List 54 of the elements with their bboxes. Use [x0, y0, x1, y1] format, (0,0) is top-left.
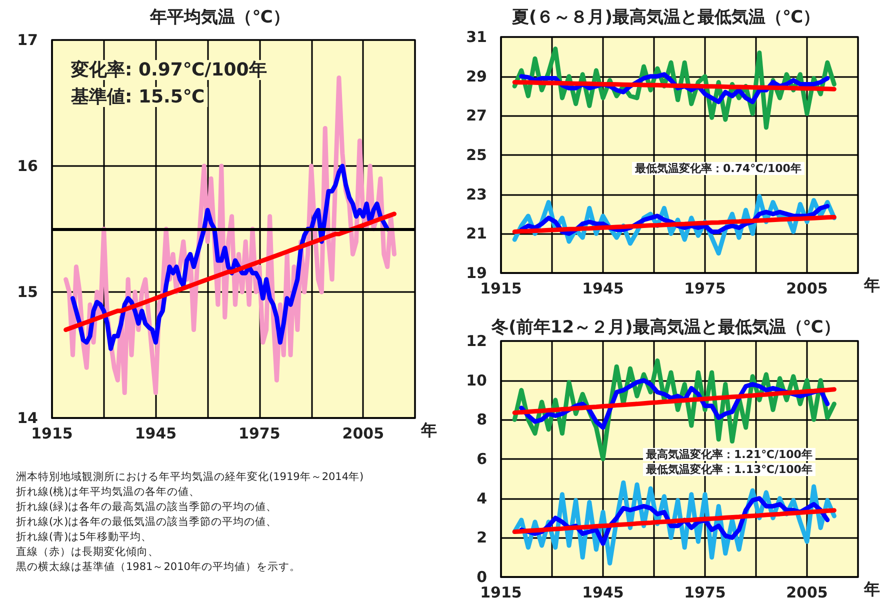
line-series — [512, 80, 836, 92]
x-tick-label: 1945 — [582, 584, 624, 602]
x-axis-title: 年 — [420, 420, 437, 440]
y-tick-label: 31 — [466, 28, 487, 46]
x-tick-label: 1945 — [134, 424, 177, 442]
line-series — [64, 212, 397, 332]
text: 直線（赤）は長期変化傾向、 — [16, 545, 160, 560]
y-tick-label: 25 — [466, 146, 487, 164]
y-tick-label: 8 — [476, 410, 487, 429]
x-tick-label: 1915 — [480, 584, 522, 602]
text: 折れ線(水)は各年の最低気温の該当季節の平均の値、 — [16, 515, 278, 530]
y-tick-label: 10 — [466, 371, 487, 390]
text: 洲本特別地域観測所における年平均気温の経年変化(1919年～2014年) — [16, 470, 365, 485]
text: 折れ線(緑)は各年の最高気温の該当季節の平均の値、 — [16, 500, 278, 515]
y-tick-label: 16 — [17, 157, 38, 175]
chart-title: 年平均気温（℃） — [149, 8, 290, 28]
x-tick-label: 1975 — [238, 424, 280, 442]
x-axis-title: 年 — [863, 276, 880, 294]
y-tick-label: 17 — [17, 31, 38, 49]
annotation: 最低気温変化率：1.13℃/100年 — [645, 463, 812, 476]
y-tick-label: 19 — [466, 264, 487, 282]
y-tick-label: 12 — [466, 332, 487, 350]
y-tick-label: 0 — [476, 568, 487, 586]
x-tick-label: 2005 — [786, 280, 828, 298]
y-tick-label: 29 — [466, 67, 487, 86]
line-series — [512, 508, 836, 534]
chart-title: 夏(６～８月)最高気温と最低気温（℃） — [510, 8, 820, 28]
y-tick-label: 14 — [17, 409, 38, 427]
y-tick-label: 4 — [476, 489, 487, 508]
line-series — [512, 214, 836, 234]
y-tick-label: 6 — [476, 450, 487, 468]
x-tick-label: 1945 — [582, 280, 624, 298]
line-series — [512, 387, 836, 416]
y-tick-label: 23 — [466, 185, 487, 204]
x-tick-label: 1915 — [31, 424, 73, 442]
annotation: 変化率: 0.97℃/100年 — [70, 60, 267, 80]
text: 折れ線(青)は5年移動平均、 — [16, 530, 153, 545]
x-axis-title: 年 — [863, 580, 880, 598]
x-tick-label: 1915 — [480, 280, 522, 298]
x-tick-label: 2005 — [786, 584, 828, 602]
y-tick-label: 21 — [466, 224, 487, 243]
text: 黒の横太線は基準値（1981～2010年の平均値）を示す。 — [16, 560, 302, 575]
annotation: 最高気温変化率：1.21℃/100年 — [645, 448, 812, 461]
y-tick-label: 15 — [17, 283, 38, 301]
chart-title: 冬(前年12～２月)最高気温と最低気温（℃） — [490, 318, 840, 338]
x-tick-label: 2005 — [342, 424, 384, 442]
line-series — [70, 164, 390, 351]
y-tick-label: 2 — [476, 528, 487, 547]
text: 折れ線(桃)は年平均気温の各年の値、 — [16, 485, 202, 500]
x-tick-label: 1975 — [684, 280, 726, 298]
annotation: 基準値: 15.5℃ — [70, 86, 205, 108]
x-tick-label: 1975 — [684, 584, 726, 602]
annotation: 最低気温変化率：0.74℃/100年 — [634, 162, 802, 175]
y-tick-label: 27 — [466, 106, 487, 125]
